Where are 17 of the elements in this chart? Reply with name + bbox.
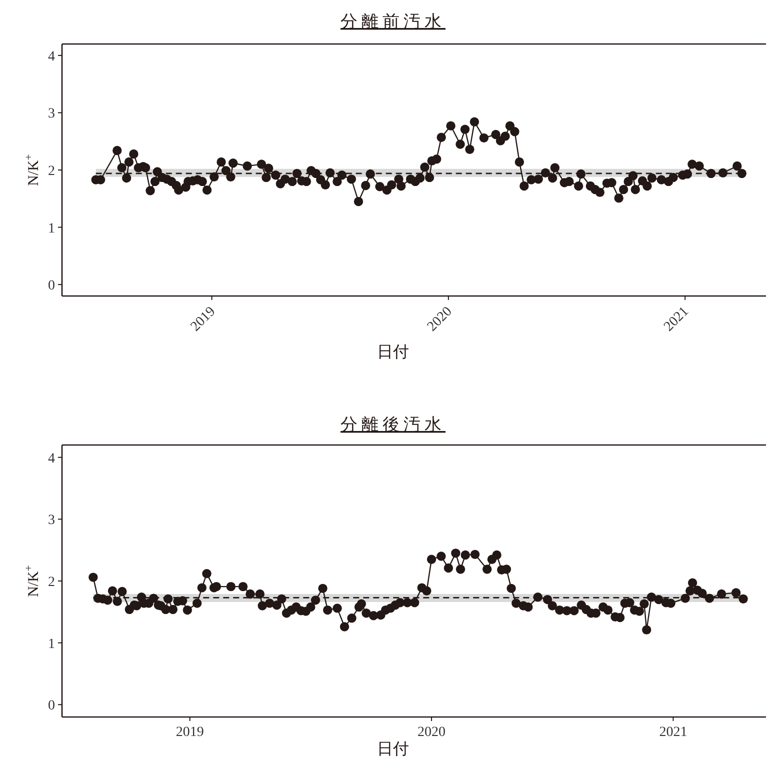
x-tick-label: 2019 bbox=[176, 725, 204, 740]
x-tick-label: 2021 bbox=[659, 725, 688, 740]
y-tick-label: 0 bbox=[48, 698, 55, 714]
y-tick-label: 1 bbox=[48, 221, 55, 236]
y-tick-label: 2 bbox=[48, 575, 55, 590]
chart-title: 分離前汚水 bbox=[340, 12, 446, 31]
y-tick-label: 2 bbox=[48, 164, 55, 179]
y-tick-label: 4 bbox=[48, 49, 55, 64]
y-tick-label: 0 bbox=[48, 278, 55, 294]
chart-title: 分離後汚水 bbox=[340, 415, 446, 434]
y-tick-label: 3 bbox=[48, 106, 55, 122]
x-axis-title: 日付 bbox=[377, 344, 409, 361]
y-tick-label: 4 bbox=[48, 451, 55, 466]
x-axis-title: 日付 bbox=[377, 741, 409, 758]
y-tick-label: 3 bbox=[48, 513, 55, 528]
y-tick-label: 1 bbox=[48, 636, 55, 652]
x-tick-label: 2020 bbox=[418, 725, 446, 740]
